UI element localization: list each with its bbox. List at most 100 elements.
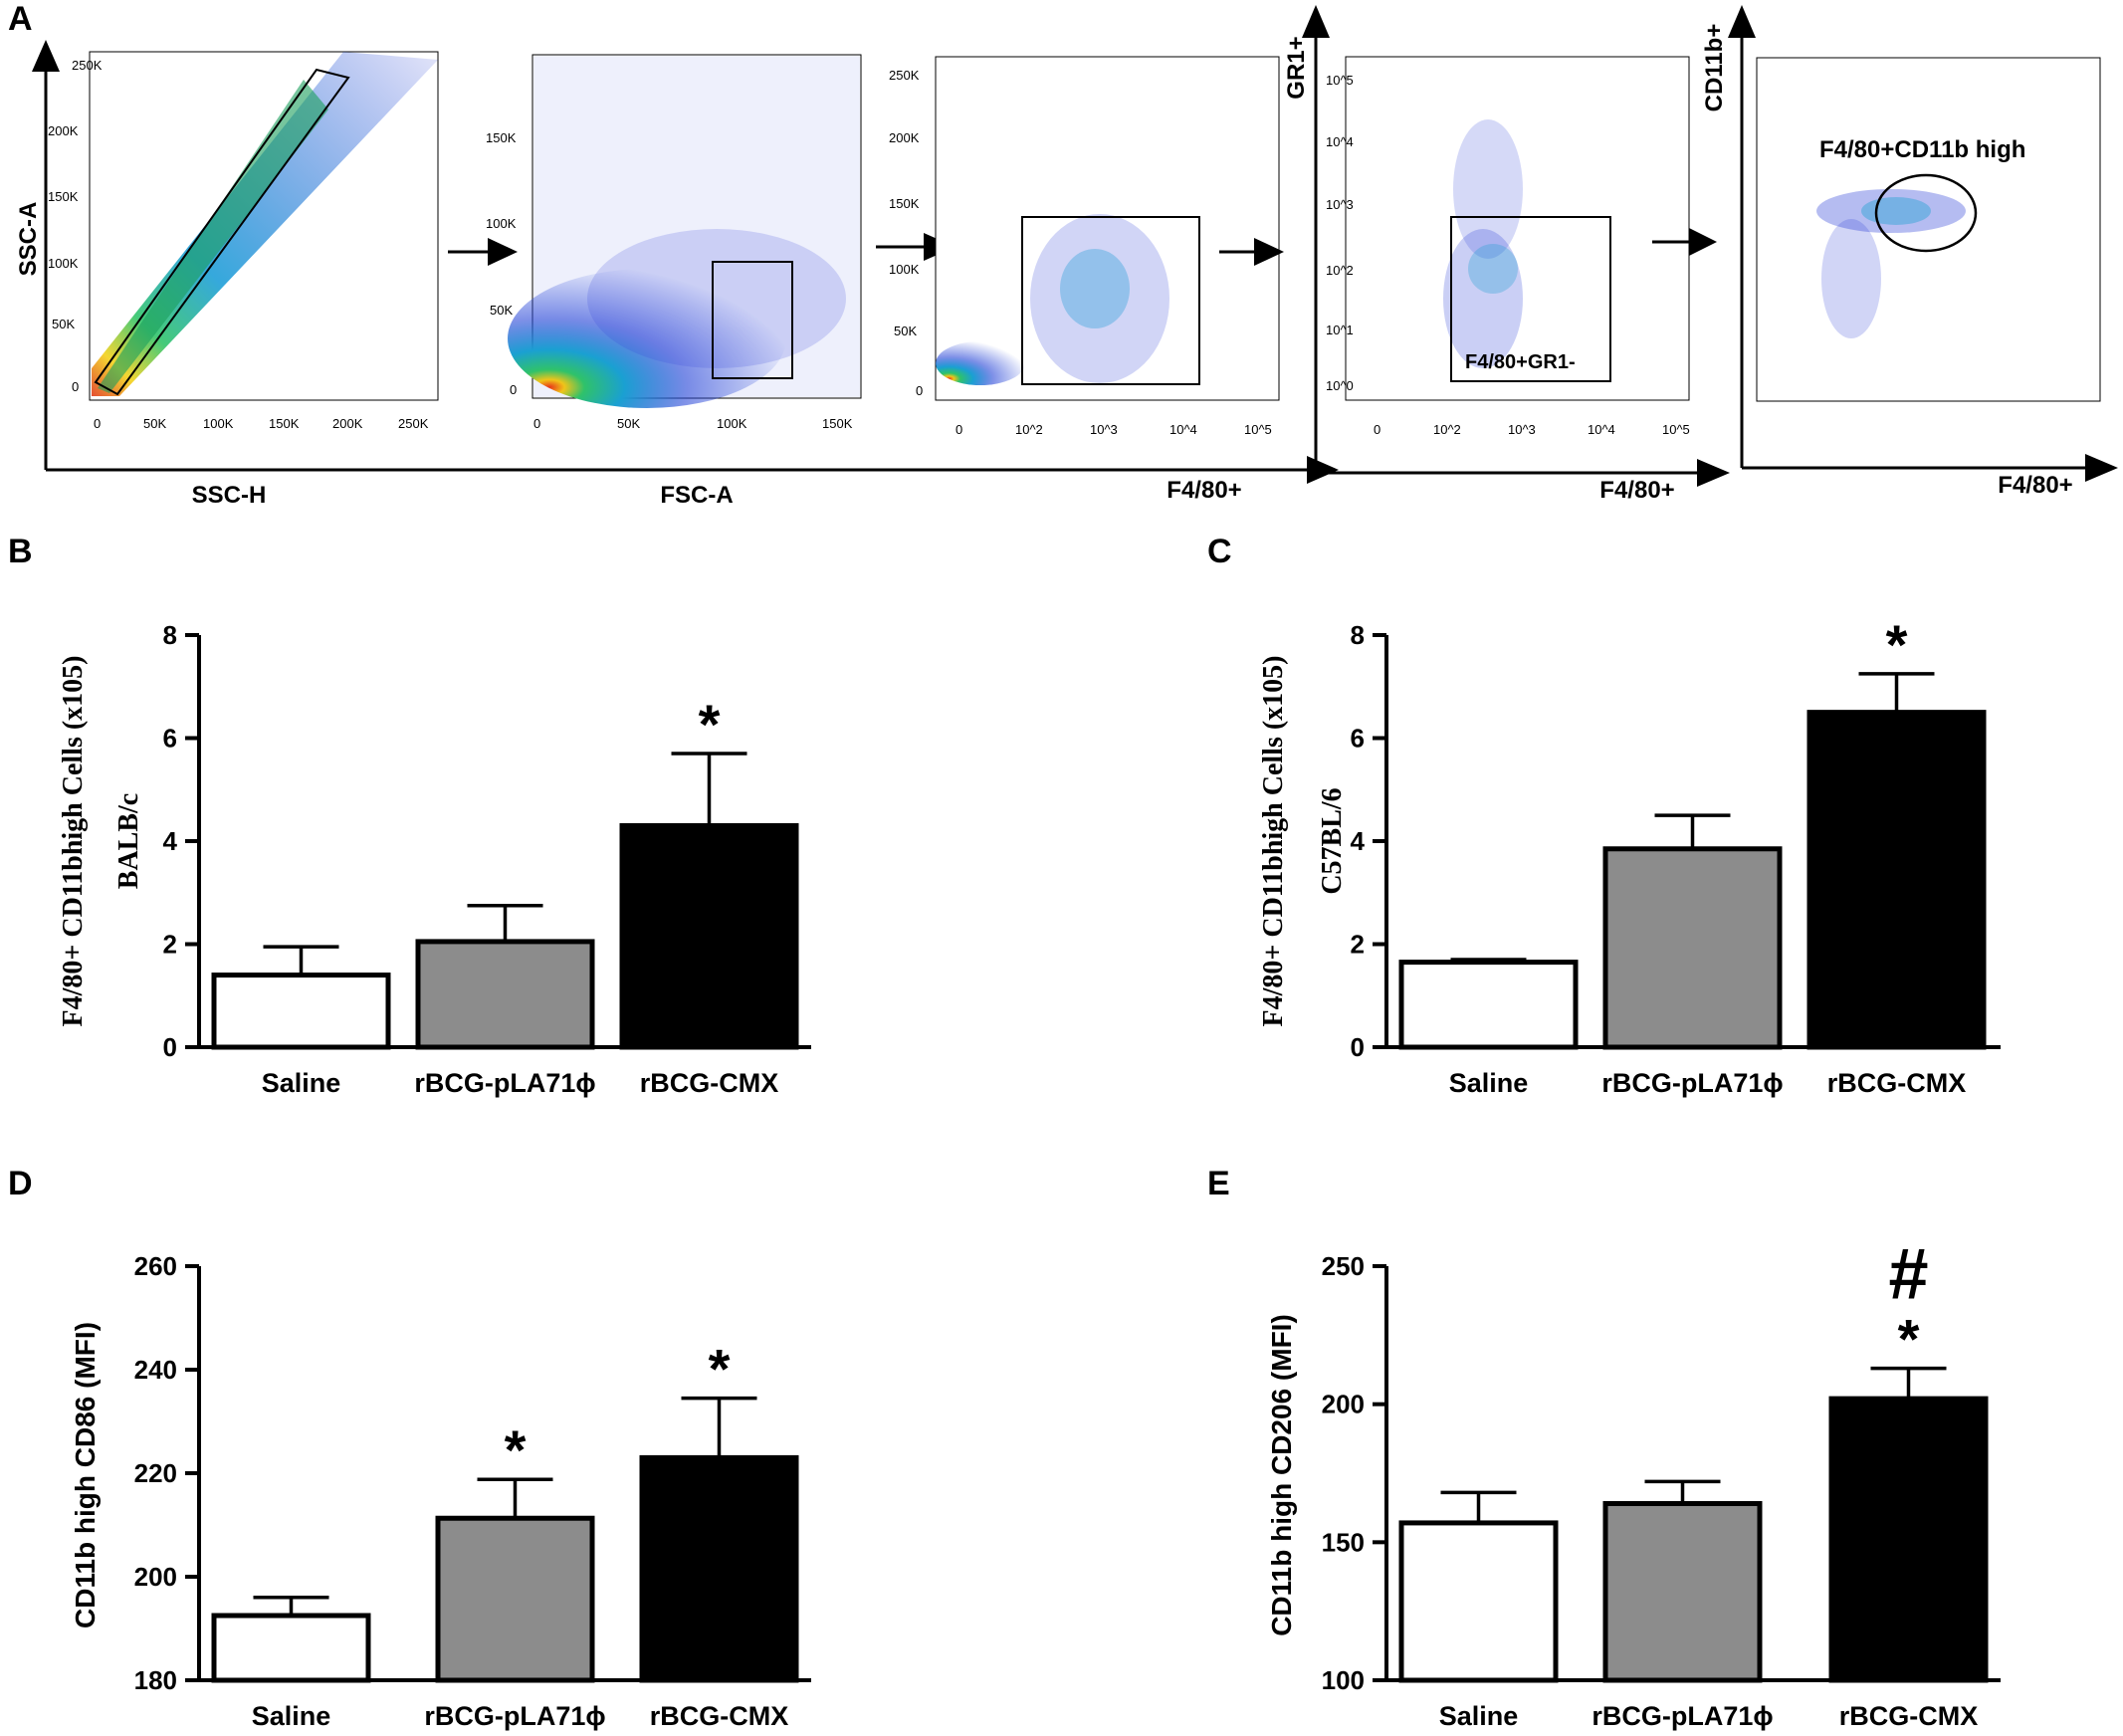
tick-label: 0: [533, 416, 540, 431]
arrow-up-icon: [1728, 5, 1756, 38]
arrow-right-icon: [2085, 454, 2118, 482]
axis-label-ssc-a: SSC-A: [15, 202, 42, 277]
panel-letter-d: D: [8, 1165, 33, 1202]
y-axis-label: CD11b high CD86 (MFI): [70, 1322, 101, 1628]
gate-label-f480-cd11b-high: F4/80+CD11b high: [1819, 136, 2025, 163]
bar-charts: 0 2 4 6 8 Saline rBCG-pLA71ϕ rBCG-CMX * F4/80+ CD…: [58, 613, 2001, 1731]
flow-gating-panel: 0 50K 100K 150K 200K 250K 0 50K 100K 150…: [15, 5, 2118, 509]
y-tick-label: 4: [1351, 826, 1366, 856]
y-tick-label: 260: [134, 1251, 177, 1281]
y-axis-sublabel: C57BL/6: [1317, 787, 1348, 894]
y-tick-label: 200: [1322, 1390, 1365, 1419]
tick-label: 150K: [822, 416, 853, 431]
flow-plot-singlets: 0 50K 100K 150K 200K 250K 0 50K 100K 150…: [15, 51, 439, 509]
category-label: rBCG-pLA71ϕ: [1592, 1701, 1773, 1731]
flow-plot-f480: 0 50K 100K 150K 200K 250K 0 10^2 10^3 10…: [889, 56, 1280, 504]
y-tick-label: 0: [163, 1032, 177, 1062]
tick-label: 10^3: [1090, 422, 1118, 437]
y-tick-label: 220: [134, 1458, 177, 1488]
significance-star: *: [709, 1338, 731, 1401]
tick-label: 100K: [889, 262, 920, 277]
y-tick-label: 180: [134, 1665, 177, 1695]
bar-saline: [211, 973, 391, 1050]
significance-star: *: [1886, 613, 1908, 676]
y-tick-label: 200: [134, 1562, 177, 1592]
tick-label: 50K: [617, 416, 640, 431]
tick-label: 10^5: [1326, 73, 1354, 88]
category-label: rBCG-CMX: [650, 1701, 789, 1731]
tick-label: 100K: [486, 216, 517, 231]
y-tick-label: 240: [134, 1355, 177, 1385]
tick-label: 250K: [72, 58, 103, 73]
tick-label: 200K: [889, 130, 920, 145]
arrow-right-icon: [1254, 238, 1284, 266]
flow-plot-gr1: F4/80+GR1- 10^0 10^1 10^2 10^3 10^4 10^5…: [1283, 5, 1730, 504]
bar-chart-b: 0 2 4 6 8 Saline rBCG-pLA71ϕ rBCG-CMX * F4/80+ CD…: [58, 620, 811, 1098]
y-tick-label: 4: [163, 826, 178, 856]
tick-label: 50K: [894, 324, 917, 338]
tick-label: 10^5: [1662, 422, 1690, 437]
tick-label: 200K: [48, 123, 79, 138]
tick-label: 0: [1374, 422, 1380, 437]
y-axis-sublabel: BALB/c: [113, 793, 144, 889]
flow-plot-cd11b: F4/80+CD11b high CD11b+ F4/80+: [1701, 5, 2118, 499]
category-label: rBCG-pLA71ϕ: [424, 1701, 605, 1731]
y-tick-label: 6: [163, 724, 177, 754]
category-label: rBCG-pLA71ϕ: [1601, 1068, 1783, 1098]
bar-rbcg-cmx: [619, 822, 799, 1050]
y-tick-label: 2: [1351, 930, 1365, 960]
tick-label: 150K: [486, 130, 517, 145]
category-label: rBCG-CMX: [640, 1068, 779, 1098]
tick-label: 0: [94, 416, 101, 431]
tick-label: 10^5: [1244, 422, 1272, 437]
category-label: Saline: [1439, 1701, 1519, 1731]
tick-label: 10^1: [1326, 323, 1354, 337]
significance-star: *: [1898, 1308, 1920, 1371]
tick-label: 10^4: [1588, 422, 1615, 437]
y-tick-label: 8: [1351, 620, 1365, 650]
y-tick-label: 150: [1322, 1527, 1365, 1557]
tick-label: 50K: [143, 416, 166, 431]
bar-rbcg-pla71-: [415, 939, 595, 1050]
arrow-up-icon: [32, 40, 60, 72]
arrow-right-icon: [1697, 459, 1730, 487]
category-label: rBCG-CMX: [1827, 1068, 1967, 1098]
tick-label: 150K: [269, 416, 300, 431]
y-axis-label: F4/80+ CD11bhigh Cells (x105): [58, 656, 89, 1027]
arrow-right-icon: [1689, 228, 1717, 256]
category-label: rBCG-pLA71ϕ: [414, 1068, 595, 1098]
bar-chart-c: 0 2 4 6 8 Saline rBCG-pLA71ϕ rBCG-CMX * F4/80+ CD…: [1258, 613, 2001, 1098]
panel-letter-b: B: [8, 533, 33, 570]
tick-label: 150K: [48, 189, 79, 204]
tick-label: 250K: [889, 68, 920, 83]
arrow-right-icon: [1307, 456, 1339, 484]
y-tick-label: 8: [163, 620, 177, 650]
bar-rbcg-pla71-: [1602, 1501, 1763, 1683]
axis-label-fsc-a: FSC-A: [660, 482, 733, 509]
significance-star: *: [505, 1418, 527, 1481]
axis-label-ssc-h: SSC-H: [192, 482, 267, 509]
tick-label: 10^4: [1326, 134, 1354, 149]
panel-letter-a: A: [8, 0, 33, 38]
flow-plot-cells: 0 50K 100K 150K 0 50K 100K 150K FSC-A: [486, 54, 862, 509]
tick-label: 100K: [717, 416, 747, 431]
tick-label: 200K: [332, 416, 363, 431]
tick-label: 0: [510, 382, 517, 397]
y-tick-label: 100: [1322, 1665, 1365, 1695]
y-tick-label: 2: [163, 930, 177, 960]
bar-rbcg-pla71-: [1602, 846, 1783, 1050]
tick-label: 250K: [398, 416, 429, 431]
axis-label-gr1: GR1+: [1283, 36, 1310, 99]
tick-label: 150K: [889, 196, 920, 211]
y-tick-label: 6: [1351, 724, 1365, 754]
tick-label: 10^2: [1433, 422, 1461, 437]
gate-label-f480-gr1: F4/80+GR1-: [1465, 351, 1576, 373]
bar-saline: [1398, 960, 1579, 1050]
y-axis-label: CD11b high CD206 (MFI): [1266, 1314, 1297, 1636]
y-axis-label: F4/80+ CD11bhigh Cells (x105): [1258, 656, 1289, 1027]
tick-label: 50K: [490, 303, 513, 318]
axis-label-f480: F4/80+: [1599, 477, 1674, 504]
tick-label: 10^3: [1326, 197, 1354, 212]
tick-label: 10^2: [1015, 422, 1043, 437]
